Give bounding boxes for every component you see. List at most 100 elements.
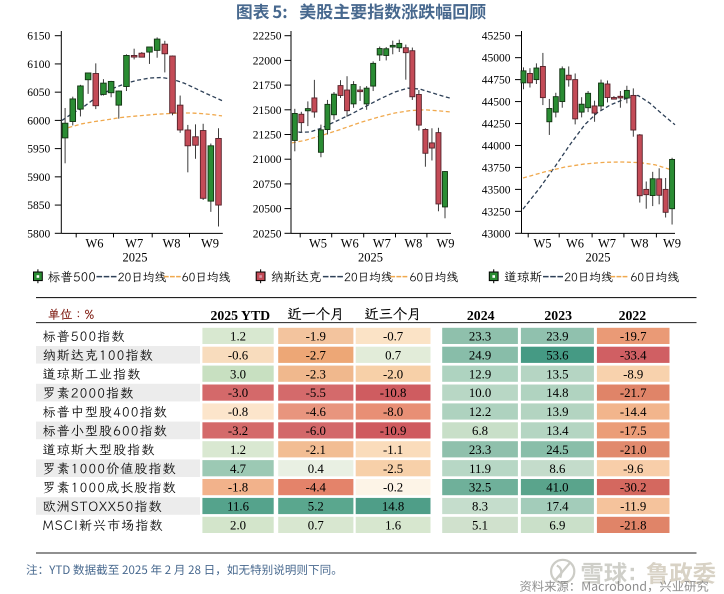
- svg-text:5850: 5850: [27, 200, 50, 212]
- svg-text:-17.5: -17.5: [620, 424, 647, 438]
- svg-text:44750: 44750: [482, 75, 511, 87]
- svg-text:-8.0: -8.0: [383, 405, 403, 419]
- svg-text:-21.7: -21.7: [620, 386, 647, 400]
- svg-text:W5: W5: [309, 237, 327, 251]
- svg-text:-2.1: -2.1: [306, 443, 326, 457]
- svg-text:20500: 20500: [253, 204, 282, 216]
- svg-text:-0.2: -0.2: [383, 481, 403, 495]
- svg-text:1.2: 1.2: [230, 330, 246, 344]
- svg-text:21250: 21250: [253, 130, 282, 142]
- svg-text:22250: 22250: [253, 31, 282, 43]
- svg-text:5.2: 5.2: [308, 500, 324, 514]
- svg-text:-2.3: -2.3: [306, 367, 326, 381]
- svg-text:12.9: 12.9: [469, 367, 491, 381]
- svg-text:14.8: 14.8: [382, 500, 404, 514]
- svg-text:8.3: 8.3: [472, 500, 488, 514]
- svg-text:W9: W9: [436, 237, 454, 251]
- svg-text:10.0: 10.0: [469, 386, 491, 400]
- svg-text:-1.8: -1.8: [228, 481, 248, 495]
- svg-text:-2.7: -2.7: [306, 348, 327, 362]
- svg-text:6.9: 6.9: [549, 519, 565, 533]
- svg-text:8.6: 8.6: [549, 462, 566, 476]
- svg-text:-2.0: -2.0: [383, 367, 403, 381]
- svg-text:6150: 6150: [27, 31, 50, 43]
- svg-text:6.8: 6.8: [472, 424, 488, 438]
- svg-text:21000: 21000: [253, 154, 282, 166]
- svg-text:2024: 2024: [467, 308, 495, 323]
- svg-text:5950: 5950: [27, 144, 50, 156]
- svg-text:2025: 2025: [123, 251, 148, 265]
- svg-text:-14.4: -14.4: [620, 405, 647, 419]
- svg-text:11.6: 11.6: [227, 500, 250, 514]
- svg-text:4.7: 4.7: [230, 462, 247, 476]
- svg-text:-9.6: -9.6: [623, 462, 644, 476]
- svg-text:11.9: 11.9: [469, 462, 491, 476]
- svg-text:0.7: 0.7: [385, 348, 402, 362]
- svg-text:W7: W7: [598, 237, 616, 251]
- svg-text:-4.4: -4.4: [306, 481, 327, 495]
- svg-text:-0.6: -0.6: [228, 348, 249, 362]
- svg-text:5900: 5900: [27, 172, 50, 184]
- svg-text:W7: W7: [373, 237, 391, 251]
- svg-text:-8.9: -8.9: [623, 367, 643, 381]
- svg-text:W6: W6: [341, 237, 359, 251]
- svg-text:24.9: 24.9: [469, 348, 491, 362]
- svg-text:43000: 43000: [482, 228, 511, 240]
- svg-text:20250: 20250: [253, 228, 282, 240]
- svg-text:41.0: 41.0: [546, 481, 568, 495]
- svg-text:-21.8: -21.8: [620, 519, 647, 533]
- svg-text:24.5: 24.5: [546, 443, 568, 457]
- svg-text:53.6: 53.6: [546, 348, 569, 362]
- svg-text:1.6: 1.6: [385, 519, 402, 533]
- svg-text:W9: W9: [663, 237, 681, 251]
- svg-text:-2.5: -2.5: [383, 462, 403, 476]
- svg-text:0.4: 0.4: [308, 462, 325, 476]
- svg-text:13.9: 13.9: [546, 405, 568, 419]
- svg-text:-3.0: -3.0: [228, 386, 248, 400]
- svg-text:22000: 22000: [253, 55, 282, 67]
- svg-text:6100: 6100: [27, 59, 50, 71]
- svg-text:-33.4: -33.4: [620, 348, 647, 362]
- svg-text:2025: 2025: [358, 251, 383, 265]
- svg-text:3.0: 3.0: [230, 367, 246, 381]
- svg-text:-4.6: -4.6: [306, 405, 327, 419]
- svg-text:13.4: 13.4: [546, 424, 569, 438]
- svg-text:2023: 2023: [544, 308, 572, 323]
- svg-text:23.3: 23.3: [469, 443, 491, 457]
- svg-text:2.0: 2.0: [230, 519, 246, 533]
- svg-text:W5: W5: [533, 237, 551, 251]
- svg-text:20750: 20750: [253, 179, 282, 191]
- svg-text:W7: W7: [125, 237, 143, 251]
- svg-text:23.3: 23.3: [469, 330, 491, 344]
- svg-text:-3.2: -3.2: [228, 424, 248, 438]
- svg-text:21750: 21750: [253, 80, 282, 92]
- svg-text:-6.0: -6.0: [306, 424, 326, 438]
- svg-text:6000: 6000: [27, 115, 50, 127]
- svg-text:45250: 45250: [482, 31, 511, 43]
- svg-text:-1.1: -1.1: [383, 443, 403, 457]
- svg-text:12.2: 12.2: [469, 405, 491, 419]
- svg-text:43500: 43500: [482, 184, 511, 196]
- svg-text:43750: 43750: [482, 162, 511, 174]
- svg-text:-30.2: -30.2: [620, 481, 647, 495]
- svg-text:-21.0: -21.0: [620, 443, 647, 457]
- svg-text:W8: W8: [162, 237, 180, 251]
- svg-text:-1.9: -1.9: [306, 330, 326, 344]
- svg-text:W6: W6: [566, 237, 584, 251]
- svg-text:-0.7: -0.7: [383, 330, 404, 344]
- svg-text:13.5: 13.5: [546, 367, 568, 381]
- svg-text:2022: 2022: [619, 308, 647, 323]
- svg-text:1.2: 1.2: [230, 443, 246, 457]
- svg-text:-10.9: -10.9: [380, 424, 407, 438]
- svg-text:W8: W8: [630, 237, 648, 251]
- svg-text:-11.9: -11.9: [620, 500, 646, 514]
- svg-text:44000: 44000: [482, 140, 511, 152]
- svg-text:-0.8: -0.8: [228, 405, 248, 419]
- svg-text:44250: 44250: [482, 119, 511, 131]
- svg-text:21500: 21500: [253, 105, 282, 117]
- svg-text:14.8: 14.8: [546, 386, 568, 400]
- svg-text:-19.7: -19.7: [620, 330, 647, 344]
- svg-text:W8: W8: [404, 237, 422, 251]
- svg-text:2025 YTD: 2025 YTD: [210, 308, 270, 323]
- svg-text:-5.5: -5.5: [306, 386, 326, 400]
